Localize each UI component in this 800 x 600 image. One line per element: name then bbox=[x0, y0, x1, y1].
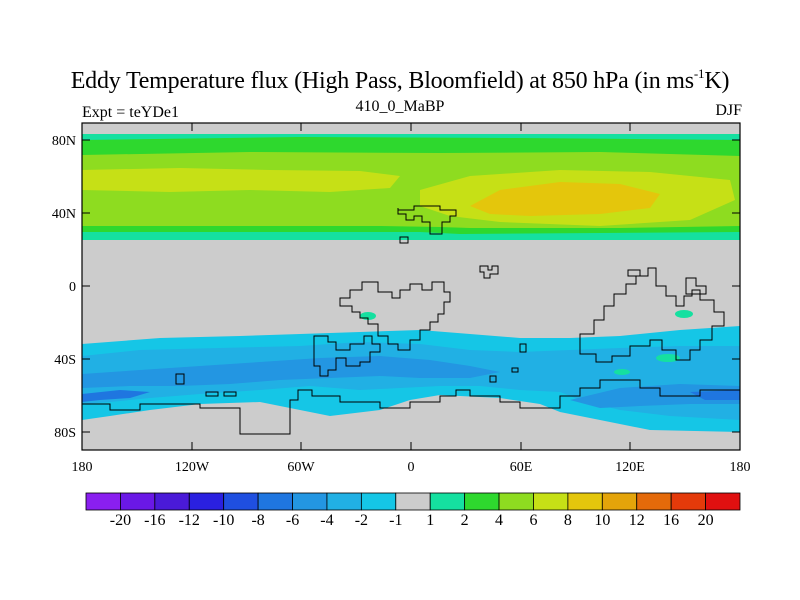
coast-antarctica bbox=[82, 379, 740, 435]
y-tick-label: 40N bbox=[52, 207, 76, 222]
colorbar-label: 6 bbox=[529, 512, 537, 529]
y-tick-label: 80N bbox=[52, 134, 76, 149]
colorbar bbox=[85, 492, 741, 511]
run-label: 410_0_MaBP bbox=[355, 98, 445, 115]
colorbar-label: 4 bbox=[495, 512, 503, 529]
y-axis bbox=[82, 139, 740, 433]
colorbar-label: -10 bbox=[213, 512, 234, 529]
coast-africa bbox=[339, 281, 451, 351]
warm-patch-indian-ocean bbox=[614, 369, 630, 375]
colorbar-label: 12 bbox=[629, 512, 645, 529]
contour-fields bbox=[82, 123, 740, 450]
y-tick-labels: 80N 40N 0 40S 80S bbox=[52, 134, 76, 441]
coastlines bbox=[82, 205, 740, 435]
x-tick-label: 180 bbox=[730, 460, 751, 475]
x-tick-labels: 180 120W 60W 0 60E 120E 180 bbox=[72, 460, 751, 475]
colorbar-swatch bbox=[567, 492, 603, 511]
x-tick-label: 0 bbox=[408, 460, 415, 475]
colorbar-swatch bbox=[326, 492, 362, 511]
map-title: Eddy Temperature flux (High Pass, Bloomf… bbox=[0, 66, 800, 95]
coast-pacific-islands bbox=[175, 373, 237, 397]
y-tick-label: 40S bbox=[54, 353, 76, 368]
x-tick-label: 60W bbox=[287, 460, 315, 475]
colorbar-swatch bbox=[120, 492, 156, 511]
colorbar-label: 20 bbox=[698, 512, 714, 529]
colorbar-swatch bbox=[670, 492, 706, 511]
x-tick-label: 120W bbox=[175, 460, 210, 475]
colorbar-swatch bbox=[429, 492, 466, 511]
y-tick-label: 0 bbox=[69, 280, 76, 295]
sh-band-minus2-minus4 bbox=[82, 342, 740, 420]
colorbar-label: -20 bbox=[110, 512, 131, 529]
colorbar-swatch bbox=[636, 492, 672, 511]
sh-band-minus6-minus8 bbox=[82, 390, 150, 402]
sh-band-minus4-minus6 bbox=[82, 356, 500, 388]
colorbar-label: 16 bbox=[663, 512, 679, 529]
colorbar-swatch bbox=[360, 492, 397, 511]
colorbar-label: -1 bbox=[389, 512, 402, 529]
title-main: Eddy Temperature flux (High Pass, Bloomf… bbox=[70, 68, 694, 94]
y-tick-label: 80S bbox=[54, 426, 76, 441]
colorbar-label: -2 bbox=[355, 512, 368, 529]
coast-south-america bbox=[313, 335, 381, 377]
colorbar-swatch bbox=[464, 492, 500, 511]
colorbar-swatch bbox=[395, 492, 431, 511]
nh-band-8-10 bbox=[470, 182, 660, 216]
colorbar-label: 10 bbox=[594, 512, 610, 529]
colorbar-swatch bbox=[85, 492, 121, 511]
colorbar-label: -8 bbox=[251, 512, 264, 529]
title-suffix: K) bbox=[704, 68, 730, 94]
colorbar-label: -16 bbox=[144, 512, 165, 529]
x-axis bbox=[81, 123, 741, 450]
coast-southeast-asia bbox=[627, 269, 641, 277]
warm-patch-australia bbox=[656, 354, 680, 362]
coast-eurasia-north bbox=[397, 205, 457, 235]
colorbar-swatch bbox=[705, 492, 741, 511]
colorbar-label: 8 bbox=[564, 512, 572, 529]
colorbar-swatch bbox=[601, 492, 638, 511]
colorbar-swatch bbox=[223, 492, 259, 511]
colorbar-label: -4 bbox=[320, 512, 333, 529]
colorbar-label: 1 bbox=[426, 512, 434, 529]
coast-atlantic-islands bbox=[489, 367, 519, 383]
colorbar-swatch bbox=[154, 492, 190, 511]
coast-madagascar bbox=[519, 343, 527, 353]
sh-band-minus4-minus6-east bbox=[570, 384, 740, 408]
colorbar-label: -12 bbox=[179, 512, 200, 529]
coast-new-zealand bbox=[685, 277, 707, 295]
season-label: DJF bbox=[715, 102, 742, 119]
experiment-label: Expt = teYDe1 bbox=[82, 104, 179, 121]
colorbar-swatch bbox=[188, 492, 225, 511]
colorbar-swatch bbox=[533, 492, 569, 511]
colorbar-swatch bbox=[292, 492, 328, 511]
sh-band-minus6-minus8-east bbox=[690, 390, 740, 400]
colorbar-label: -6 bbox=[286, 512, 299, 529]
x-tick-label: 120E bbox=[615, 460, 645, 475]
colorbar-swatch bbox=[498, 492, 534, 511]
warm-patch-pacific bbox=[675, 310, 693, 318]
x-tick-label: 180 bbox=[72, 460, 93, 475]
nh-band-6-8-west bbox=[82, 168, 400, 192]
coast-arabia bbox=[479, 265, 499, 279]
title-superscript: -1 bbox=[693, 66, 705, 81]
colorbar-label: 2 bbox=[461, 512, 469, 529]
coast-australia bbox=[579, 267, 725, 363]
coast-small-island bbox=[399, 236, 409, 244]
colorbar-swatch bbox=[257, 492, 293, 511]
x-tick-label: 60E bbox=[510, 460, 533, 475]
colorbar-labels: -20 -16 -12 -10 -8 -6 -4 -2 -1 1 2 4 6 8 10 12 16 20 bbox=[110, 512, 714, 529]
